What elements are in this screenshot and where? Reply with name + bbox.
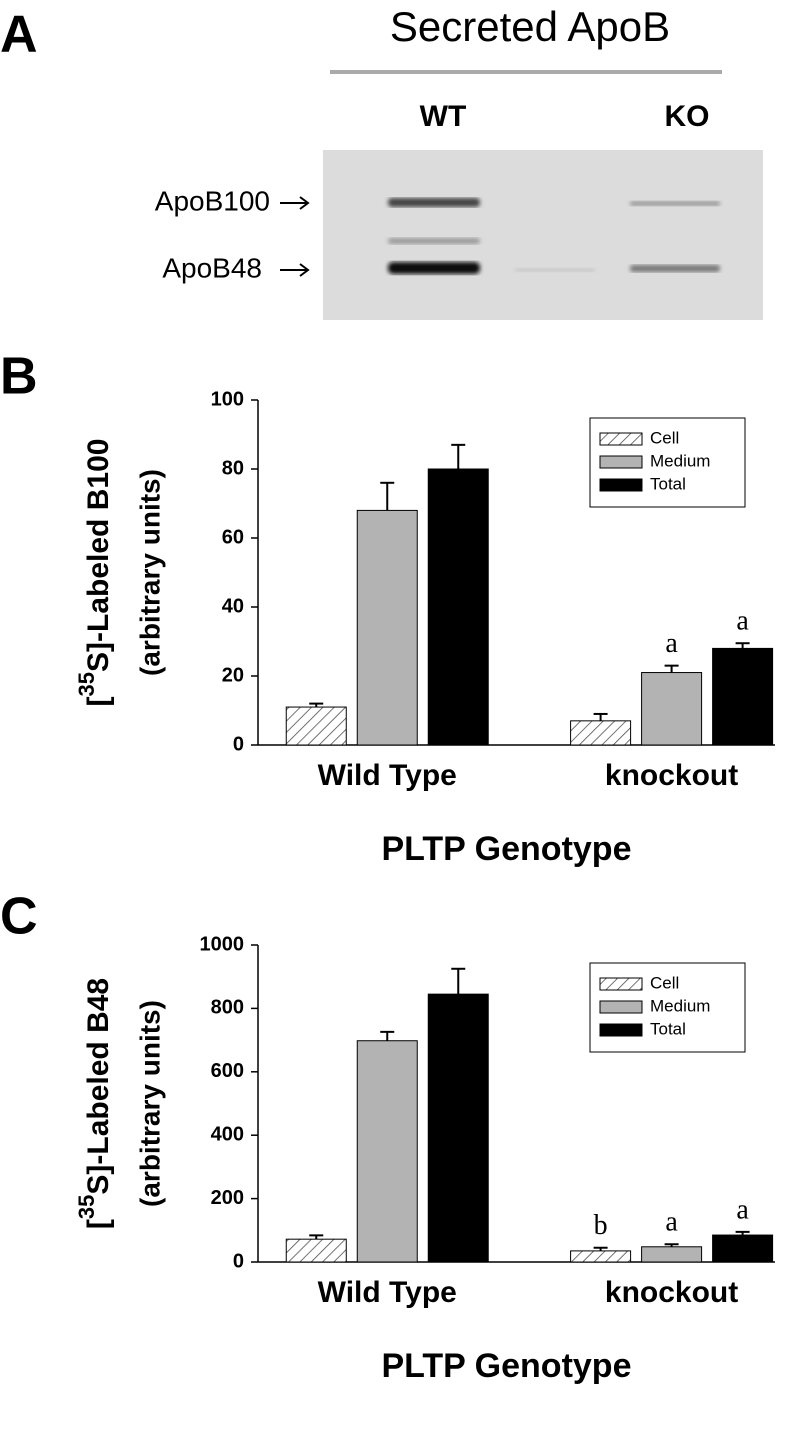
bar [641, 672, 703, 746]
y-tick-label: 0 [233, 733, 244, 755]
x-tick-label: Wild Type [318, 759, 457, 792]
legend-label: Total [650, 474, 686, 493]
error-bar [593, 712, 608, 721]
panel-label: B [0, 348, 38, 406]
lane-label: KO [665, 100, 710, 133]
y-tick-label: 20 [222, 664, 244, 686]
legend-swatch [599, 432, 643, 446]
bar [712, 647, 774, 746]
y-tick-label: 0 [233, 1250, 244, 1272]
bar [285, 706, 347, 746]
legend-label: Total [650, 1019, 686, 1038]
legend-swatch [599, 977, 643, 991]
error-bar [309, 702, 324, 708]
error-bar [380, 1030, 395, 1041]
y-axis-units: (arbitrary units) [134, 469, 165, 676]
legend-label: Cell [650, 973, 679, 992]
x-tick-label: knockout [605, 1276, 738, 1309]
y-tick-label: 80 [222, 457, 244, 479]
error-bar [309, 1234, 324, 1240]
legend-label: Medium [650, 996, 710, 1015]
y-axis-units: (arbitrary units) [134, 1000, 165, 1207]
y-label-sup: 35 [74, 672, 99, 696]
y-axis-label: [35S]-Labeled B100 [74, 439, 115, 707]
y-tick-label: 400 [211, 1123, 244, 1145]
x-axis-label: PLTP Genotype [381, 830, 631, 868]
gel-title: Secreted ApoB [390, 3, 670, 50]
x-tick-label: knockout [605, 759, 738, 792]
bar [641, 1246, 703, 1263]
y-tick-label: 600 [211, 1060, 244, 1082]
panel-label: C [0, 888, 38, 946]
band-label: ApoB100 [155, 185, 270, 216]
bar [427, 468, 489, 746]
y-label-part: S]-Labeled B100 [82, 439, 115, 672]
error-bar [380, 481, 395, 511]
significance-label: a [665, 1207, 678, 1238]
y-axis-label: [35S]-Labeled B48 [74, 978, 115, 1229]
y-label-part: S]-Labeled B48 [82, 978, 115, 1195]
y-tick-label: 40 [222, 595, 244, 617]
error-bar [451, 443, 466, 469]
significance-label: b [594, 1210, 608, 1241]
bar [285, 1238, 347, 1263]
legend-label: Medium [650, 451, 710, 470]
x-tick-label: Wild Type [318, 1276, 457, 1309]
error-bar [735, 642, 750, 649]
y-label-part: [ [82, 1219, 115, 1229]
bar [356, 509, 418, 746]
significance-label: a [665, 628, 678, 659]
bar [356, 1040, 418, 1263]
significance-label: a [736, 1194, 749, 1225]
significance-label: a [736, 606, 749, 637]
bar [570, 1250, 632, 1263]
y-label-sup: 35 [74, 1195, 99, 1219]
arrows [280, 196, 310, 277]
legend-swatch [599, 1000, 643, 1014]
legend-label: Cell [650, 428, 679, 447]
x-axis-label: PLTP Genotype [381, 1347, 631, 1385]
bar [570, 720, 632, 746]
band-label: ApoB48 [162, 252, 262, 283]
legend-swatch [599, 455, 643, 469]
y-tick-label: 60 [222, 526, 244, 548]
gel-image [323, 150, 763, 320]
y-tick-label: 200 [211, 1187, 244, 1209]
y-tick-label: 100 [211, 388, 244, 410]
error-bar [451, 967, 466, 995]
error-bar [735, 1230, 750, 1236]
panel-label: A [0, 6, 38, 64]
legend-swatch [599, 478, 643, 492]
y-tick-label: 800 [211, 997, 244, 1019]
error-bar [664, 664, 679, 673]
error-bar [664, 1243, 679, 1247]
legend-swatch [599, 1023, 643, 1037]
bar [427, 993, 489, 1263]
y-tick-label: 1000 [200, 933, 245, 955]
error-bar [593, 1246, 608, 1251]
bar [712, 1234, 774, 1263]
y-label-part: [ [82, 696, 115, 706]
lane-label: WT [420, 100, 467, 133]
